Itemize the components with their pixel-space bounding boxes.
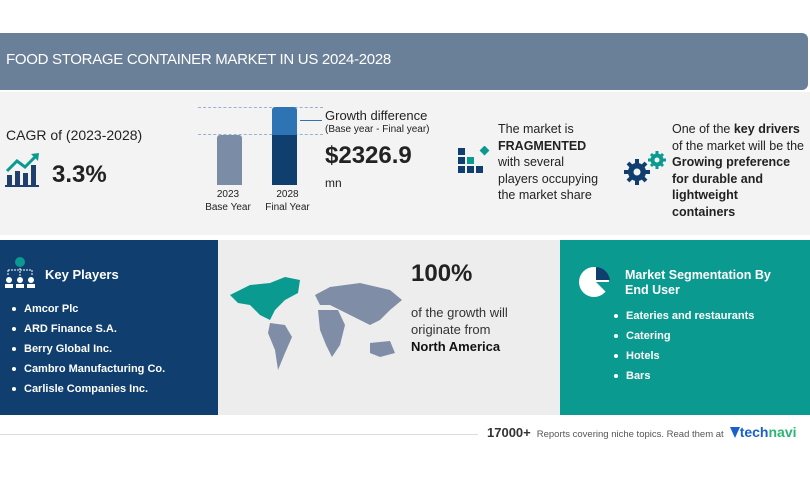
- text-line: The market is: [498, 122, 574, 136]
- text-line: players occupying: [498, 171, 599, 186]
- key-drivers-label: key drivers: [733, 122, 800, 136]
- year-label: Final Year: [265, 202, 310, 213]
- summary-section: [0, 92, 810, 235]
- fragmented-icon: [458, 146, 490, 173]
- driver-text: for durable and: [672, 171, 763, 186]
- text-line: One of the key drivers: [672, 121, 804, 138]
- final-year-label: 2028 Final Year: [260, 188, 315, 214]
- driver-text: Growing preference: [672, 155, 791, 169]
- growth-subtitle: (Base year - Final year): [325, 124, 430, 135]
- segmentation-list: Eateries and restaurants Catering Hotels…: [612, 306, 754, 386]
- key-players-title: Key Players: [45, 267, 119, 282]
- year-label: Base Year: [205, 202, 251, 213]
- footer-text: Reports covering niche topics. Read them…: [536, 429, 724, 440]
- footer-divider: [0, 434, 478, 435]
- driver-text: lightweight: [672, 188, 738, 202]
- title-line: End User: [625, 283, 680, 297]
- bar-2028-growth: [272, 107, 297, 135]
- list-item: Berry Global Inc.: [10, 339, 165, 359]
- key-players-list: Amcor Plc ARD Finance S.A. Berry Global …: [10, 299, 165, 399]
- year: 2023: [216, 189, 240, 200]
- gears-icon: [624, 151, 666, 185]
- growth-chart-icon: [5, 153, 39, 187]
- market-structure-text: The market is FRAGMENTED with several playe…: [498, 121, 618, 204]
- technavio-logo[interactable]: technavi: [729, 424, 797, 440]
- guide-line: [198, 134, 323, 135]
- list-item: ARD Finance S.A.: [10, 319, 165, 339]
- segmentation-title: Market Segmentation By End User: [625, 268, 771, 298]
- text-line: the market share: [498, 188, 592, 202]
- logo-mark-icon: [729, 427, 740, 438]
- growth-title: Growth difference: [325, 108, 428, 123]
- logo-text: tech: [739, 424, 769, 440]
- year: 2028: [276, 189, 299, 200]
- footer: 17000+ Reports covering niche topics. Re…: [487, 424, 797, 440]
- region-panel: 100% of the growth will originate from Nor…: [218, 240, 560, 415]
- list-item: Hotels: [612, 346, 754, 366]
- growth-percent: 100%: [411, 260, 473, 287]
- region-text: of the growth will originate from North Am…: [411, 304, 508, 355]
- growth-value: $2326.9: [325, 142, 412, 169]
- segmentation-panel: Market Segmentation By End User Eateries …: [560, 240, 810, 415]
- list-item: Amcor Plc: [10, 299, 165, 319]
- fragmented-label: FRAGMENTED: [498, 138, 587, 153]
- logo-text: navi: [768, 424, 797, 440]
- growth-unit: mn: [325, 176, 342, 190]
- base-year-label: 2023 Base Year: [203, 188, 253, 214]
- bar-2028-base: [272, 135, 297, 185]
- driver-text: containers: [672, 204, 736, 219]
- people-network-icon: [5, 257, 35, 288]
- pie-chart-icon: [579, 267, 610, 297]
- list-item: Catering: [612, 326, 754, 346]
- list-item: Eateries and restaurants: [612, 306, 754, 326]
- reports-count: 17000+: [487, 425, 531, 440]
- cagr-label: CAGR of (2023-2028): [6, 127, 143, 143]
- header-bar: FOOD STORAGE CONTAINER MARKET IN US 2024…: [0, 33, 808, 90]
- text-line: of the growth will: [411, 305, 508, 320]
- world-map-icon: [230, 277, 402, 370]
- list-item: Carlisle Companies Inc.: [10, 379, 165, 399]
- list-item: Cambro Manufacturing Co.: [10, 359, 165, 379]
- key-drivers-text: One of the key drivers of the market wil…: [672, 121, 804, 220]
- bar-2023: [217, 135, 242, 185]
- text-line: originate from: [411, 322, 491, 337]
- text-line: of the market will be the: [672, 138, 805, 153]
- text-line: with several: [498, 155, 564, 169]
- text: One of the: [672, 122, 734, 136]
- title-line: Market Segmentation By: [625, 268, 771, 282]
- cagr-value: 3.3%: [52, 161, 107, 188]
- page-title: FOOD STORAGE CONTAINER MARKET IN US 2024…: [6, 51, 391, 68]
- region-name: North America: [411, 339, 501, 354]
- arrow-icon: [300, 120, 322, 121]
- guide-line: [198, 107, 323, 108]
- list-item: Bars: [612, 366, 754, 386]
- key-players-panel: Key Players Amcor Plc ARD Finance S.A. B…: [0, 240, 218, 415]
